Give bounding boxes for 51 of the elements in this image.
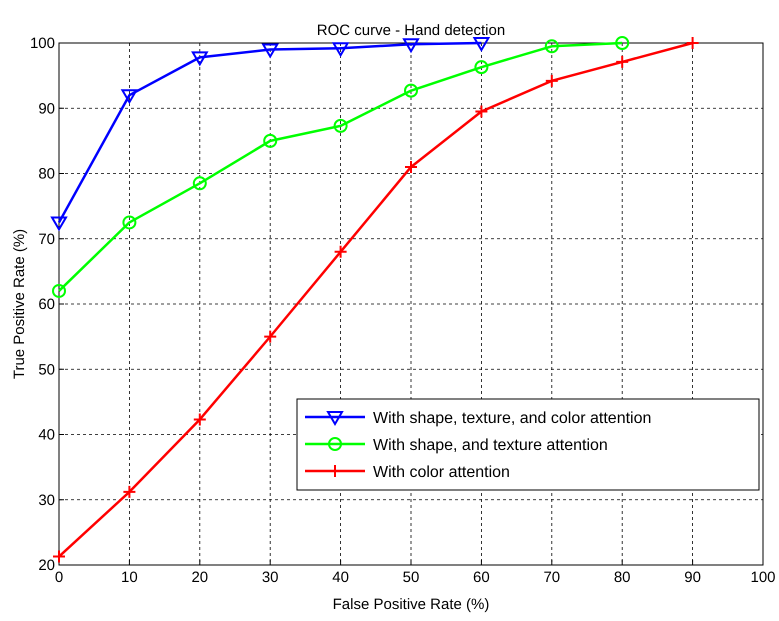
point (474, 104, 488, 119)
x-tick-label: 60 (473, 569, 490, 586)
point (404, 160, 418, 174)
point (334, 244, 348, 259)
y-tick-label: 70 (38, 230, 55, 248)
point (263, 330, 278, 344)
x-tick-label: 30 (262, 569, 279, 586)
point (334, 118, 348, 133)
x-tick-label: 70 (543, 569, 560, 586)
point (121, 89, 138, 104)
point (403, 38, 419, 52)
legend-label: With color attention (373, 464, 510, 481)
x-tick-label: 90 (684, 569, 701, 586)
y-axis-title: True Positive Rate (%) (11, 228, 28, 380)
y-tick-label: 80 (38, 166, 55, 182)
y-tick-label: 40 (38, 426, 55, 444)
y-tick-label: 50 (38, 361, 55, 378)
point (474, 60, 488, 74)
point (544, 74, 559, 88)
x-tick-label: 0 (54, 569, 64, 586)
y-tick-label: 100 (30, 35, 55, 52)
point (262, 44, 278, 58)
x-tick-label: 50 (402, 569, 420, 586)
y-tick-label: 30 (38, 492, 55, 509)
point (51, 216, 67, 230)
point (332, 42, 349, 56)
y-tick-label: 90 (38, 100, 55, 118)
point (473, 37, 490, 51)
point (544, 39, 559, 54)
x-tick-label: 100 (750, 569, 776, 586)
point (615, 36, 630, 50)
y-tick-label: 60 (38, 296, 55, 313)
point (192, 412, 207, 426)
point (122, 484, 136, 499)
point (404, 84, 418, 98)
point (615, 54, 630, 69)
point (122, 215, 136, 230)
point (192, 51, 208, 66)
x-tick-label: 10 (121, 569, 138, 586)
y-tick-label: 20 (38, 557, 55, 574)
chart-title: ROC curve - Hand detection (316, 22, 506, 39)
x-tick-label: 20 (191, 569, 208, 586)
x-tick-label: 80 (614, 569, 631, 586)
x-tick-label: 40 (332, 569, 349, 586)
legend-label: With shape, texture, and color attention (373, 410, 652, 427)
point (192, 176, 207, 190)
point (686, 36, 700, 50)
x-axis-title: False Positive Rate (%) (332, 596, 490, 613)
point (263, 134, 278, 148)
point (52, 284, 66, 298)
legend-label: With shape, and texture attention (373, 437, 608, 454)
